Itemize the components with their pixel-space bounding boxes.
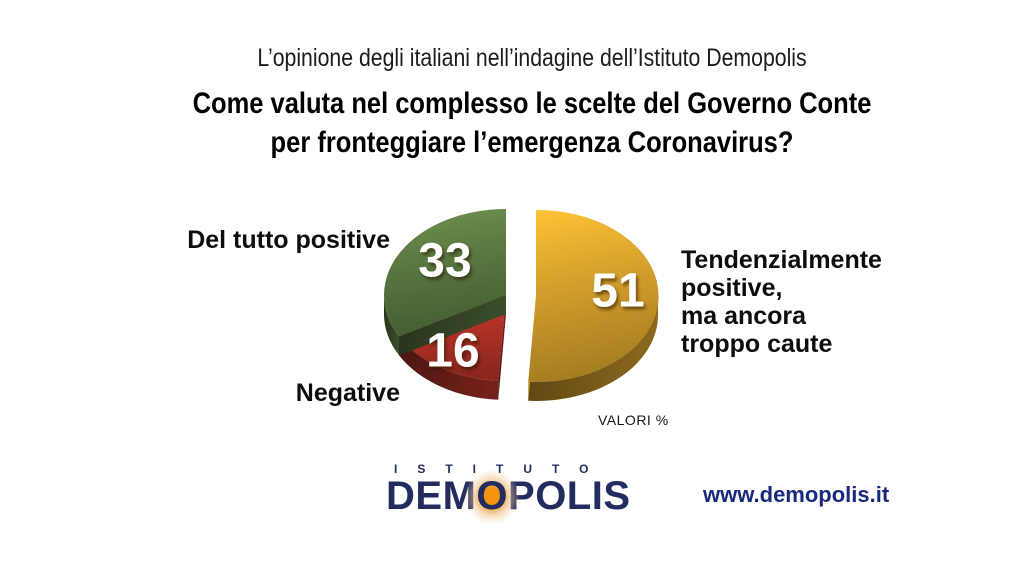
slide-title-line2: per fronteggiare l’emergenza Coronavirus… [270,126,794,159]
pie-slice-tendenzialmente-positive [528,209,659,382]
logo-text-part: POLIS [508,474,631,518]
logo-orange-o-icon: O [476,474,509,518]
logo-text-part: DEM [386,474,477,518]
website-link[interactable]: www.demopolis.it [703,482,890,507]
slide-subtitle: L’opinione degli italiani nell’indagine … [257,44,807,72]
pie-slice-cut-negative [498,295,506,400]
slice-value-tendenzialmente-positive: 51 [591,265,644,318]
logo-demopolis-text: DEMOPOLIS [386,476,631,516]
slice-label-line: positive, [681,274,783,302]
slice-label-line: troppo caute [681,330,833,358]
unit-note: VALORI % [598,412,669,428]
slice-label-line: Tendenzialmente [681,246,882,274]
slice-label-tendenzialmente-positive: Tendenzialmente positive, ma ancora trop… [681,246,882,358]
slide-title-line1: Come valuta nel complesso le scelte del … [192,87,872,120]
pie-slice-cut-del-tutto-positive [399,295,506,356]
slice-label-line: ma ancora [681,302,807,330]
demopolis-logo: ISTITUTO DEMOPOLIS [386,462,631,516]
slice-value-negative: 16 [426,325,479,378]
slide-title: Come valuta nel complesso le scelte del … [97,84,967,162]
pie-slice-wall-del-tutto-positive [384,295,400,356]
pie-chart: 51 33 16 [384,209,659,401]
slice-value-del-tutto-positive: 33 [418,235,471,288]
slice-label-negative: Negative [295,379,400,407]
slice-label-del-tutto-positive: Del tutto positive [187,226,390,254]
pie-slice-del-tutto-positive [384,209,506,337]
pie-slice-wall-tendenzialmente-positive [528,296,658,401]
pie-slice-wall-negative [399,336,499,400]
